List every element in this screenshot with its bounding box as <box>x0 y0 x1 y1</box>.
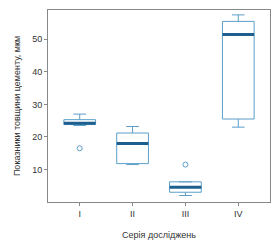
svg-text:II: II <box>130 209 135 219</box>
svg-text:Показники товщини цементу, мкм: Показники товщини цементу, мкм <box>12 36 22 176</box>
svg-text:10: 10 <box>32 165 42 175</box>
svg-text:IV: IV <box>234 209 243 219</box>
svg-text:40: 40 <box>32 67 42 77</box>
svg-text:I: I <box>78 209 81 219</box>
svg-text:50: 50 <box>32 34 42 44</box>
svg-text:20: 20 <box>32 132 42 142</box>
svg-text:Серія досліджень: Серія досліджень <box>122 230 196 240</box>
svg-text:III: III <box>182 209 190 219</box>
svg-text:30: 30 <box>32 100 42 110</box>
